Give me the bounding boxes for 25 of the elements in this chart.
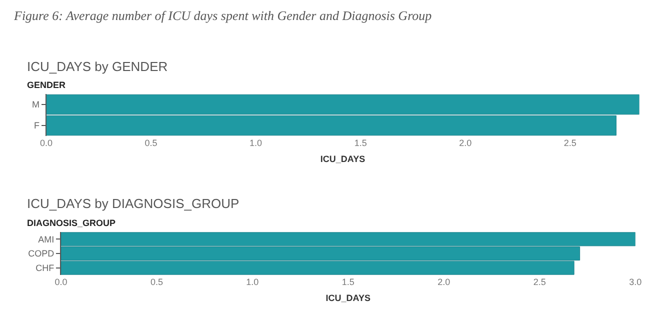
x-tick-label: 0.0 bbox=[54, 277, 68, 287]
x-tick-label: 1.5 bbox=[342, 277, 354, 287]
x-axis-title: ICU_DAYS bbox=[320, 154, 366, 164]
y-tick-label: M bbox=[32, 100, 40, 110]
y-tick-label: F bbox=[34, 120, 40, 131]
chart-subtitle: ICU_DAYS by GENDER bbox=[27, 59, 168, 74]
x-tick-label: 3.0 bbox=[629, 277, 642, 287]
x-tick-label: 0.0 bbox=[40, 138, 53, 148]
y-axis-title: DIAGNOSIS_GROUP bbox=[27, 218, 116, 228]
x-tick-label: 2.0 bbox=[438, 277, 450, 287]
chart-title: Figure 6: Average number of ICU days spent with Gender and Diagnosis Group bbox=[13, 8, 432, 23]
y-tick-label: AMI bbox=[38, 234, 54, 244]
x-tick-label: 1.0 bbox=[250, 138, 262, 148]
x-tick-label: 2.5 bbox=[533, 277, 546, 287]
x-tick-label: 1.0 bbox=[246, 277, 259, 287]
x-tick-label: 0.5 bbox=[150, 277, 163, 287]
x-tick-label: 2.5 bbox=[564, 138, 576, 148]
x-tick-label: 0.5 bbox=[144, 138, 158, 148]
y-tick-label: COPD bbox=[28, 248, 55, 259]
y-axis-title: GENDER bbox=[27, 80, 66, 90]
x-axis-title: ICU_DAYS bbox=[326, 292, 370, 303]
x-tick-label: 1.5 bbox=[354, 138, 367, 148]
chart-title: ICU_DAYS by DIAGNOSIS_GROUP bbox=[27, 196, 240, 211]
x-tick-label: 2.0 bbox=[459, 138, 472, 148]
y-tick-label: CHF bbox=[36, 262, 55, 273]
